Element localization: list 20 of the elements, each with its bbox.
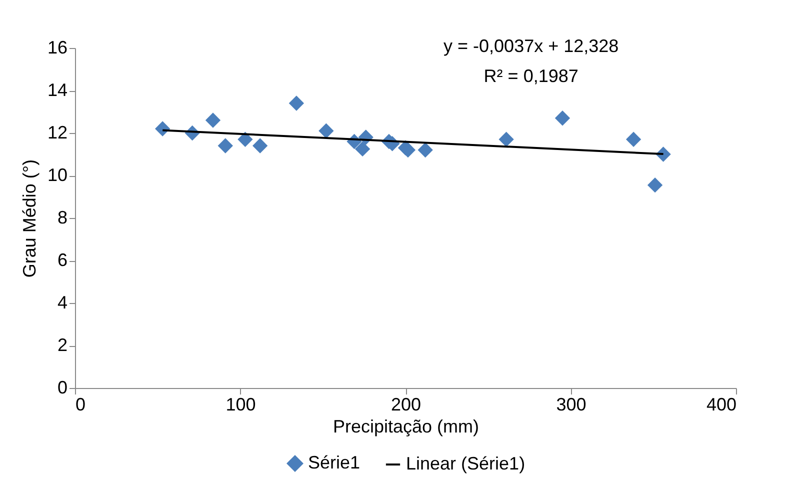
x-tick-label: 400 (706, 394, 736, 414)
y-tick-label: 10 (47, 165, 68, 185)
y-tick-label: 12 (47, 122, 68, 142)
y-axis-title: Grau Médio (°) (19, 159, 40, 278)
y-tick-label: 16 (47, 38, 68, 58)
legend-label: Série1 (308, 452, 360, 472)
x-tick-label: 200 (390, 394, 422, 414)
y-tick-label: 2 (57, 335, 68, 355)
y-tick-label: 4 (57, 292, 68, 312)
annotation: R² = 0,1987 (484, 66, 578, 86)
y-tick-label: 0 (57, 378, 68, 398)
annotation: y = -0,0037x + 12,328 (444, 36, 619, 56)
legend-label: Linear (Série1) (406, 454, 526, 474)
y-tick-label: 8 (57, 208, 68, 228)
y-tick-label: 14 (47, 80, 68, 100)
x-tick-label: 300 (556, 394, 586, 414)
x-tick-label: 0 (76, 394, 86, 414)
x-axis-title: Precipitação (mm) (332, 416, 480, 436)
x-tick-label: 100 (226, 394, 256, 414)
y-tick-label: 6 (57, 250, 68, 270)
